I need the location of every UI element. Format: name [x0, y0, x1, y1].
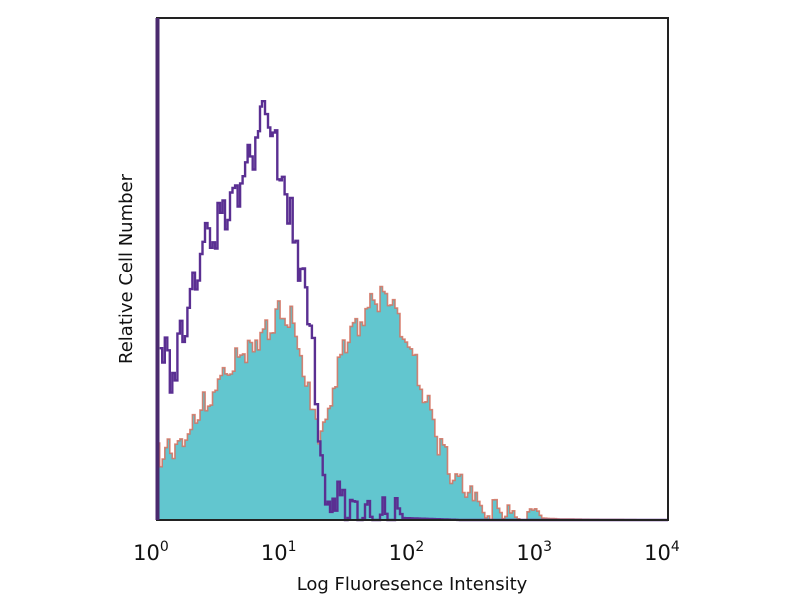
x-tick-label: 100	[133, 539, 169, 565]
x-tick-label: 103	[516, 539, 552, 565]
x-tick-label: 104	[644, 539, 680, 565]
x-tick-labels: 100 101 102 103 104	[133, 539, 680, 565]
x-axis-label: Log Fluoresence Intensity	[297, 574, 528, 595]
series-0-fill	[157, 286, 668, 520]
series-layer	[157, 100, 668, 522]
y-axis-label: Relative Cell Number	[116, 173, 137, 364]
x-tick-label: 102	[389, 539, 425, 565]
x-tick-label: 101	[261, 539, 297, 565]
series-0-outline	[157, 285, 668, 521]
